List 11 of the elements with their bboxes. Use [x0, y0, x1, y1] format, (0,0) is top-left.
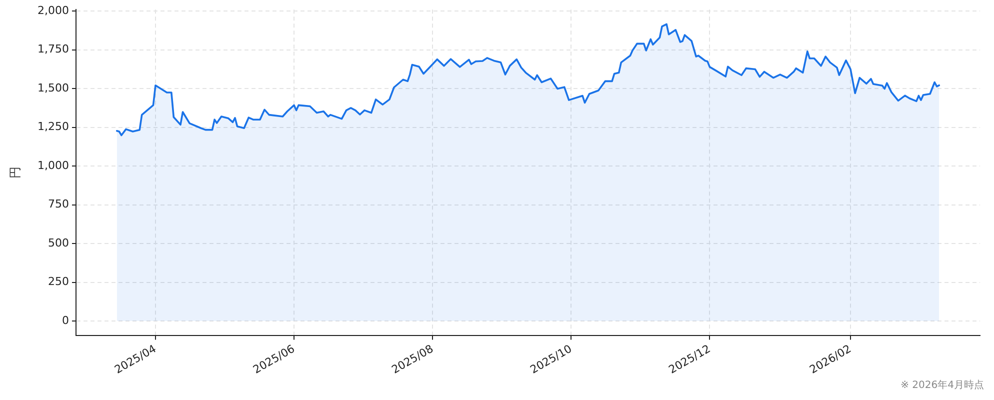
y-tick-label: 2,000 [38, 4, 69, 18]
y-tick-label: 1,250 [38, 120, 69, 134]
y-tick-label: 750 [48, 198, 69, 211]
y-tick-label: 500 [48, 236, 69, 250]
y-axis-title: 円 [8, 166, 22, 179]
y-tick-label: 1,000 [38, 158, 69, 172]
y-tick-label: 0 [62, 314, 69, 327]
y-tick-label: 1,750 [38, 42, 69, 56]
y-tick-label: 250 [48, 275, 69, 288]
text: ※ 2026年4月時点 [900, 378, 984, 392]
y-tick-label: 1,500 [38, 81, 69, 94]
